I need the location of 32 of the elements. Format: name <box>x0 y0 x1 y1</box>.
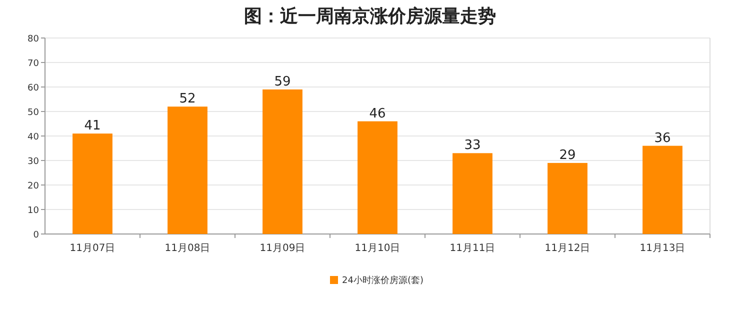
x-tick-label: 11月09日 <box>260 243 306 254</box>
data-label: 29 <box>559 148 576 163</box>
x-tick-label: 11月12日 <box>544 243 590 254</box>
y-tick-label: 70 <box>28 59 40 69</box>
y-tick-label: 40 <box>28 132 40 142</box>
y-tick-label: 20 <box>28 182 40 192</box>
x-tick-label: 11月08日 <box>164 243 210 254</box>
bar <box>358 121 398 234</box>
x-tick-label: 11月11日 <box>450 243 496 254</box>
bar <box>262 89 302 234</box>
y-tick-label: 80 <box>28 34 40 44</box>
data-label: 41 <box>84 118 101 134</box>
bar <box>168 106 208 234</box>
chart-title: 图：近一周南京涨价房源量走势 <box>244 6 496 27</box>
bar <box>72 134 112 234</box>
data-label: 33 <box>464 138 481 154</box>
y-tick-label: 50 <box>28 108 40 118</box>
data-label: 36 <box>654 130 671 146</box>
x-tick-label: 11月10日 <box>354 243 400 254</box>
x-tick-label: 11月13日 <box>640 243 686 254</box>
y-tick-label: 60 <box>28 84 40 94</box>
y-tick-label: 0 <box>33 230 40 240</box>
x-tick-label: 11月07日 <box>70 243 116 254</box>
bar <box>642 146 682 234</box>
data-label: 52 <box>179 92 196 107</box>
bar <box>452 153 492 234</box>
legend-label: 24小时涨价房源(套) <box>342 275 424 286</box>
y-tick-label: 10 <box>28 206 40 216</box>
data-label: 59 <box>274 74 291 90</box>
data-label: 46 <box>369 106 386 122</box>
bar <box>548 162 588 234</box>
y-tick-label: 30 <box>28 157 40 167</box>
